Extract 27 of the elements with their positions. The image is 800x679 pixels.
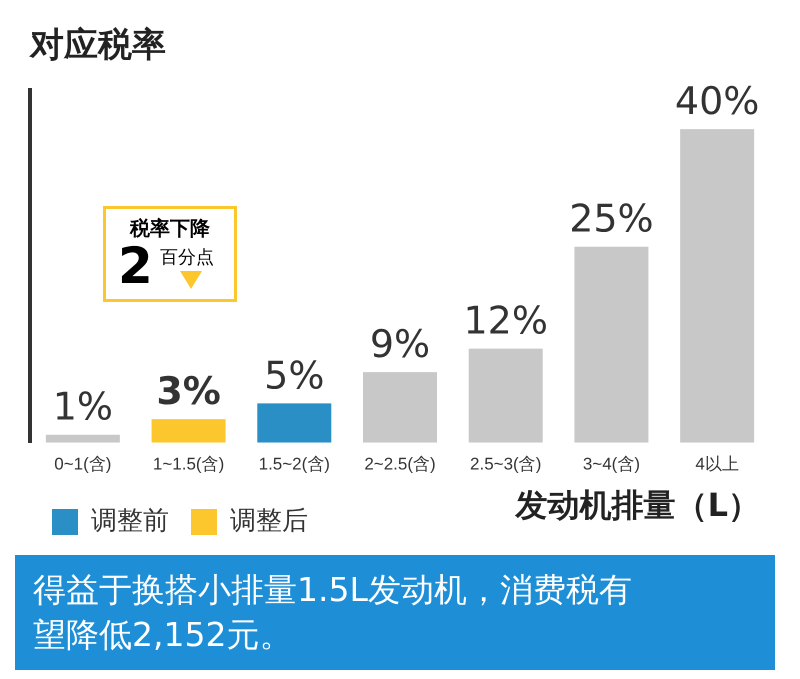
bar [468,348,543,443]
x-tick-label: 2~2.5(含) [364,454,436,474]
bar [257,403,332,443]
x-tick-label: 1.5~2(含) [258,454,330,474]
bar [152,419,226,443]
x-tick-label: 4以上 [695,454,739,474]
bar [680,129,754,443]
data-label: 40% [674,79,760,124]
x-tick-label: 2.5~3(含) [470,454,542,474]
legend-label: 调整前 [91,505,169,536]
bar [46,434,120,443]
x-axis-title: 发动机排量（L） [516,485,760,526]
data-label: 9% [370,322,430,366]
annotation: 百分点 [160,246,214,269]
data-label: 12% [463,298,548,342]
x-tick-label: 0~1(含) [54,454,112,474]
bar [363,372,437,443]
data-label: 5% [264,353,324,398]
data-label: 1% [52,384,114,429]
x-tick-label: 1~1.5(含) [152,454,224,474]
data-label: 25% [569,196,654,241]
bar [574,246,648,443]
text: 得益于换搭小排量1.5L发动机，消费税有望降低2,152元。 [15,555,775,670]
data-label: 3% [156,368,221,413]
legend-label: 调整后 [230,505,308,536]
x-tick-label: 3~4(含) [582,454,640,474]
y-axis-title: 对应税率 [30,24,166,67]
